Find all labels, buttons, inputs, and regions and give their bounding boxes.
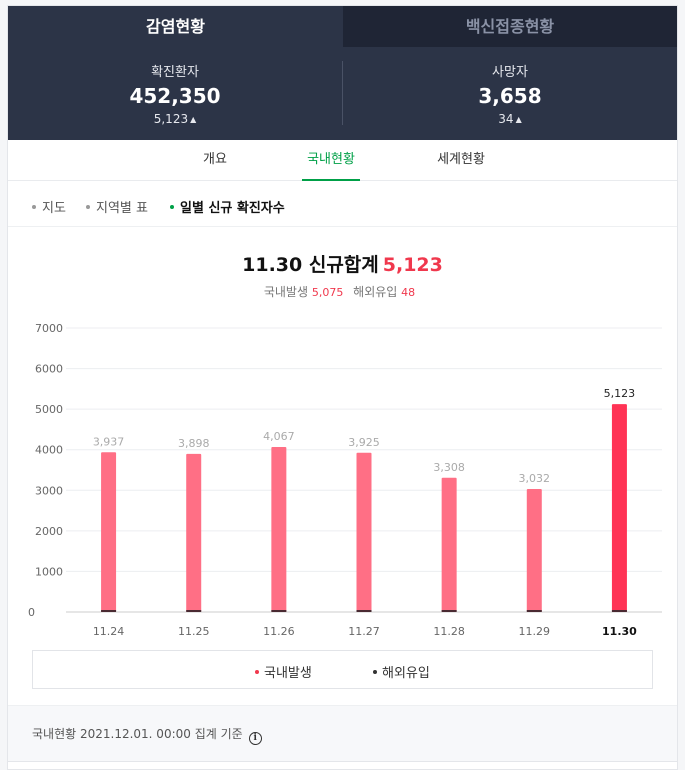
y-tick-label: 3000 [35,484,63,497]
x-tick-label: 11.30 [602,625,637,638]
bar-domestic [271,446,287,612]
bar-domestic [441,477,457,612]
x-tick-label: 11.29 [519,625,551,638]
sub-tab-bar: 개요 국내현황 세계현황 [8,140,677,181]
filter-daily-cases[interactable]: 일별 신규 확진자수 [170,197,285,216]
y-tick-label: 5000 [35,403,63,416]
deaths-stat: 사망자 3,658 34 ▲ [343,61,677,126]
filter-region-table[interactable]: 지역별 표 [86,197,148,216]
x-tick-label: 11.24 [93,625,125,638]
confirmed-value: 452,350 [129,84,221,108]
bar-value-label: 3,937 [93,435,125,448]
daily-summary-title: 11.30 신규합계 5,123 [8,250,677,277]
footer-note: 국내현황 2021.12.01. 00:00 집계 기준 i [32,725,262,745]
summary-total: 5,123 [382,254,443,276]
y-tick-label: 7000 [35,322,63,335]
deaths-delta-value: 34 [498,112,514,126]
x-tick-label: 11.28 [433,625,465,638]
bar-overseas [186,610,202,612]
filter-map-label: 지도 [42,201,66,216]
bar-value-label: 3,308 [433,461,465,474]
legend-label-domestic: 국내발생 [264,666,312,681]
tab-vaccination-status[interactable]: 백신접종현황 [343,6,677,47]
overseas-value: 48 [401,286,416,299]
header-panel: 감염현황 백신접종현황 확진환자 452,350 5,123 ▲ 사망자 3,65… [8,6,677,140]
bar-overseas [101,610,117,612]
tab-infection-status[interactable]: 감염현황 [8,6,343,47]
bullet-icon [170,205,174,209]
domestic-label: 국내발생 [263,285,308,299]
bar-value-label: 3,898 [178,437,210,450]
filter-daily-cases-label: 일별 신규 확진자수 [180,201,285,216]
y-tick-label: 4000 [35,444,63,457]
filter-map[interactable]: 지도 [32,197,66,216]
domestic-value: 5,075 [311,286,344,299]
daily-summary-breakdown: 국내발생 5,075 해외유입 48 [8,283,677,300]
confirmed-delta: 5,123 ▲ [8,112,342,126]
chart-legend: 국내발생 해외유입 [32,650,653,689]
bar-value-label: 3,925 [348,436,380,449]
confirmed-label: 확진환자 [151,65,199,80]
confirmed-stat: 확진환자 452,350 5,123 ▲ [8,61,342,126]
arrow-up-icon: ▲ [190,115,197,124]
confirmed-delta-value: 5,123 [153,112,189,126]
y-tick-label: 1000 [35,565,63,578]
bullet-icon [32,205,36,209]
summary-date-label: 11.30 신규합계 [242,254,379,276]
legend-label-overseas: 해외유입 [382,666,430,681]
bar-overseas [526,610,542,612]
footer-note-bar: 국내현황 2021.12.01. 00:00 집계 기준 i [8,705,677,762]
stat-divider [342,61,343,125]
legend-dot-domestic [255,670,259,674]
deaths-delta: 34 ▲ [343,112,677,126]
x-tick-label: 11.27 [348,625,380,638]
bar-overseas [271,610,287,612]
bar-domestic [611,404,627,612]
filter-region-table-label: 지역별 표 [96,201,148,216]
bar-value-label: 3,032 [519,472,551,485]
covid-status-widget: 감염현황 백신접종현황 확진환자 452,350 5,123 ▲ 사망자 3,65… [7,5,678,770]
y-tick-label: 6000 [35,363,63,376]
legend-dot-overseas [373,670,377,674]
x-tick-label: 11.26 [263,625,295,638]
bar-value-label: 5,123 [604,387,636,400]
legend-item-domestic[interactable]: 국내발생 [255,662,312,681]
bar-domestic [101,452,117,612]
bar-overseas [611,610,627,612]
tab-domestic[interactable]: 국내현황 [302,140,360,181]
y-tick-label: 2000 [35,525,63,538]
overseas-label: 해외유입 [353,285,398,299]
footer-note-text: 국내현황 2021.12.01. 00:00 집계 기준 [32,727,243,741]
info-icon[interactable]: i [248,732,262,745]
bar-overseas [356,610,372,612]
x-tick-label: 11.25 [178,625,210,638]
bar-domestic [526,488,542,612]
daily-cases-chart: 0 1000 2000 3000 4000 5000 6000 7000 3,937 11.24 3… [28,322,662,638]
bar-domestic [356,452,372,612]
bar-overseas [441,610,457,612]
bullet-icon [86,205,90,209]
legend-item-overseas[interactable]: 해외유입 [373,662,430,681]
tab-world[interactable]: 세계현황 [437,152,485,167]
deaths-label: 사망자 [492,65,528,80]
y-tick-label: 0 [28,606,35,619]
tab-overview[interactable]: 개요 [203,152,227,167]
bar-value-label: 4,067 [263,430,295,443]
bar-domestic [186,453,202,612]
deaths-value: 3,658 [478,84,542,108]
view-filter-bar: 지도 지역별 표 일별 신규 확진자수 [8,182,677,227]
arrow-up-icon: ▲ [515,115,522,124]
